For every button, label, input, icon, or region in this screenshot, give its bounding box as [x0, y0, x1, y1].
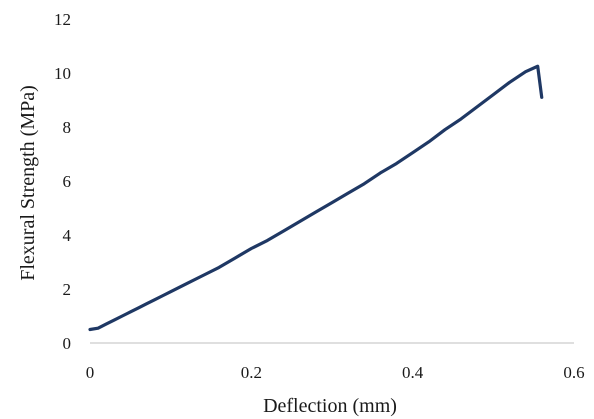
x-tick-label: 0 — [86, 363, 95, 382]
y-tick-labels: 0 2 4 6 8 10 12 — [54, 10, 72, 353]
x-tick-label: 0.4 — [402, 363, 424, 382]
x-tick-label: 0.2 — [241, 363, 262, 382]
y-tick-label: 10 — [54, 64, 71, 83]
y-tick-label: 6 — [63, 172, 72, 191]
y-axis-title: Flexural Strength (MPa) — [17, 85, 39, 281]
y-tick-label: 2 — [63, 280, 72, 299]
x-axis-title: Deflection (mm) — [263, 395, 397, 417]
x-tick-labels: 0 0.2 0.4 0.6 — [86, 363, 585, 382]
y-tick-label: 0 — [63, 334, 72, 353]
y-tick-label: 12 — [54, 10, 71, 29]
y-tick-label: 8 — [63, 118, 72, 137]
y-tick-label: 4 — [63, 226, 72, 245]
series-line — [88, 64, 544, 332]
x-tick-label: 0.6 — [563, 363, 584, 382]
series-group — [88, 64, 544, 332]
